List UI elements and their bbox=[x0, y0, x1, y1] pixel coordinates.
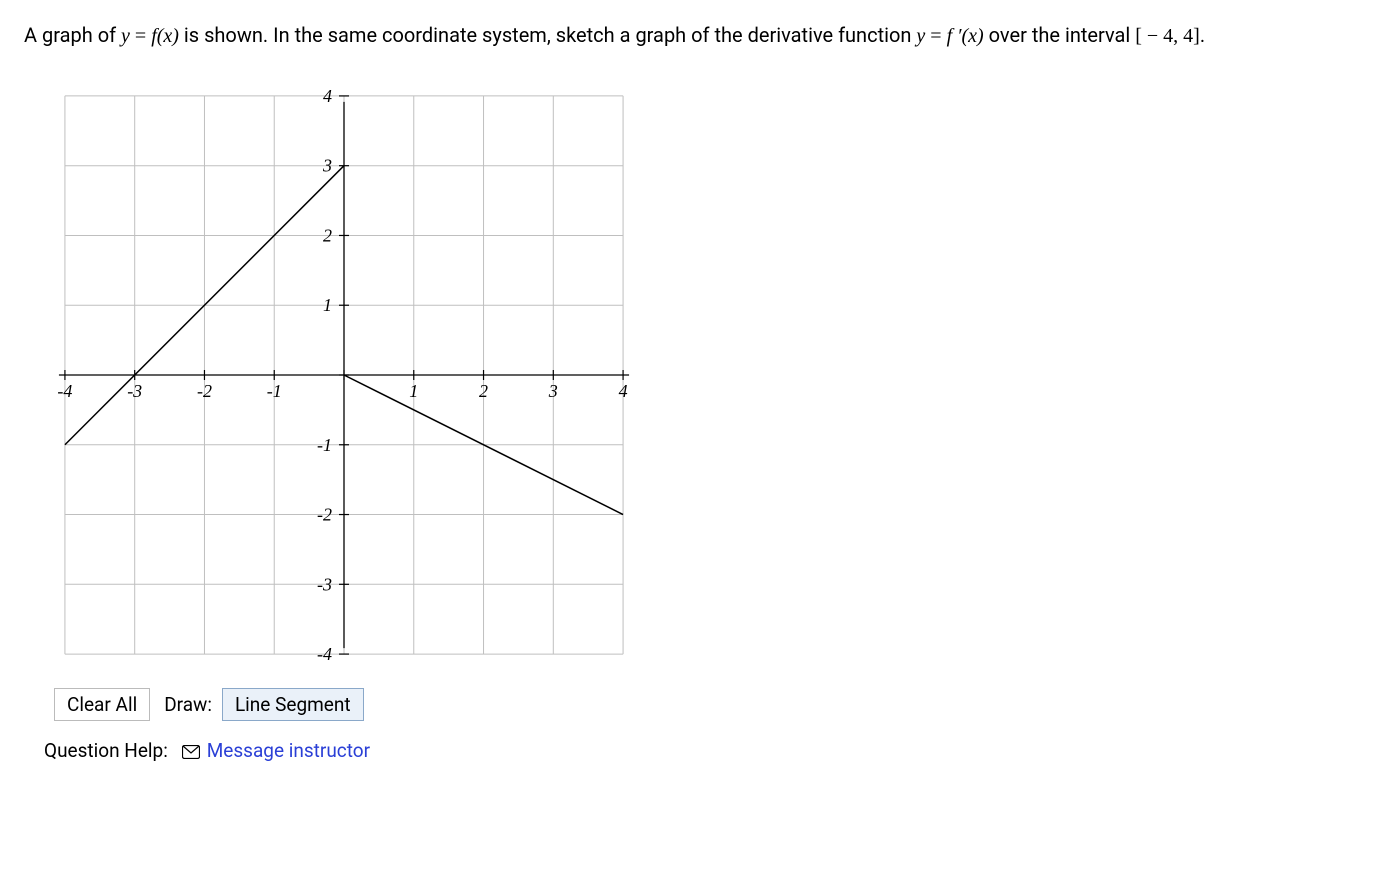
question-prompt: A graph of y = f(x) is shown. In the sam… bbox=[24, 20, 1362, 51]
svg-text:1: 1 bbox=[323, 295, 332, 315]
svg-text:2: 2 bbox=[323, 225, 332, 245]
eq1-lhs: y bbox=[121, 25, 130, 47]
message-instructor-link[interactable]: Message instructor bbox=[207, 739, 370, 762]
eq2-rhs: f ′(x) bbox=[947, 25, 984, 47]
eq1-rhs: f(x) bbox=[151, 25, 179, 47]
eq2-eq: = bbox=[925, 25, 946, 47]
svg-text:-4: -4 bbox=[317, 644, 332, 664]
graph-toolbar: Clear All Draw: Line Segment bbox=[54, 688, 644, 721]
eq2-lhs: y bbox=[916, 25, 925, 47]
svg-text:4: 4 bbox=[323, 86, 332, 106]
clear-all-button[interactable]: Clear All bbox=[54, 688, 150, 721]
svg-text:-3: -3 bbox=[317, 574, 332, 594]
svg-text:-2: -2 bbox=[317, 505, 332, 525]
draw-label: Draw: bbox=[150, 689, 222, 720]
svg-text:3: 3 bbox=[548, 381, 558, 401]
question-help-row: Question Help: Message instructor bbox=[44, 739, 1362, 764]
svg-text:2: 2 bbox=[479, 381, 488, 401]
coordinate-graph[interactable]: -4 -3 -2 -1 1 2 3 4 -4 -3 -2 -1 1 2 3 4 bbox=[44, 75, 644, 675]
svg-text:1: 1 bbox=[409, 381, 418, 401]
svg-text:4: 4 bbox=[619, 381, 628, 401]
interval: [ − 4, 4] bbox=[1135, 25, 1200, 47]
eq1-eq: = bbox=[130, 25, 151, 47]
prompt-text: . bbox=[1200, 23, 1205, 47]
svg-text:-2: -2 bbox=[197, 381, 212, 401]
prompt-text: is shown. In the same coordinate system,… bbox=[179, 23, 916, 47]
svg-text:-4: -4 bbox=[57, 381, 72, 401]
help-prefix: Question Help: bbox=[44, 739, 168, 762]
prompt-text: A graph of bbox=[24, 23, 121, 47]
svg-text:-1: -1 bbox=[267, 381, 282, 401]
svg-text:-1: -1 bbox=[317, 435, 332, 455]
prompt-text: over the interval bbox=[984, 23, 1136, 47]
svg-text:3: 3 bbox=[322, 156, 332, 176]
mail-icon bbox=[182, 741, 200, 764]
line-segment-tool-button[interactable]: Line Segment bbox=[222, 688, 364, 721]
svg-text:-3: -3 bbox=[127, 381, 142, 401]
